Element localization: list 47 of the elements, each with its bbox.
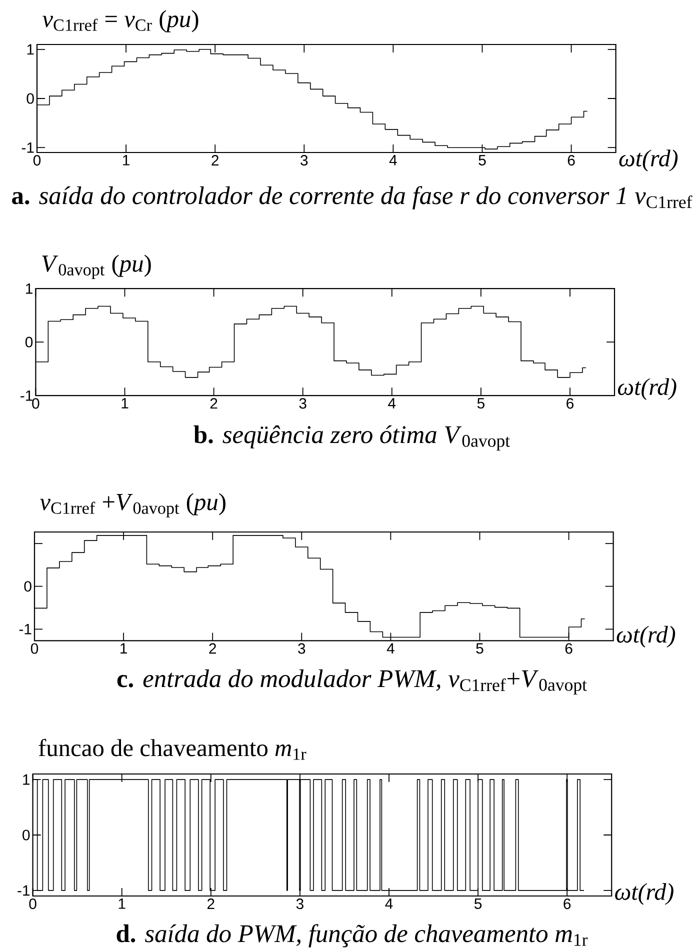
x-tick-label: 1 bbox=[118, 898, 126, 909]
y-tick-label: 0 bbox=[26, 93, 34, 104]
x-tick-label: 2 bbox=[209, 643, 216, 654]
chart-title: v$_{C1rref}$ = v$_{Cr}$ (pu) bbox=[42, 10, 198, 32]
x-tick-label: 6 bbox=[566, 398, 574, 409]
x-tick-label: 1 bbox=[120, 643, 127, 654]
x-tick-label: 4 bbox=[385, 898, 393, 909]
y-tick-label: 1 bbox=[27, 44, 34, 55]
x-tick-label: 3 bbox=[300, 155, 308, 166]
y-tick-label: -1 bbox=[20, 390, 32, 401]
x-tick-label: 5 bbox=[476, 643, 484, 654]
x-axis-title: ωt(rd) bbox=[616, 626, 676, 648]
chart-title: v$_{C1rref}$ +V$_{0avopt}$ (pu) bbox=[40, 493, 226, 518]
x-tick-label: 2 bbox=[210, 398, 218, 409]
y-tick-label: -1 bbox=[18, 885, 30, 896]
x-axis-title: ωt(rd) bbox=[618, 378, 676, 400]
x-tick-label: 1 bbox=[122, 398, 128, 408]
x-tick-label: 1 bbox=[123, 155, 130, 166]
x-tick-label: 3 bbox=[298, 643, 306, 654]
y-tick-label: 1 bbox=[23, 774, 30, 785]
x-tick-label: 4 bbox=[386, 643, 394, 654]
y-tick-label: 0 bbox=[25, 336, 33, 348]
text: d. saída do PWM, função de chaveamento m$_{1r}$ bbox=[116, 924, 588, 948]
x-tick-label: 3 bbox=[299, 398, 306, 409]
x-tick-label: 5 bbox=[477, 398, 484, 409]
x-tick-label: 3 bbox=[296, 898, 304, 910]
chart-title: V$_{0avopt}$ (pu) bbox=[42, 254, 151, 279]
y-tick-label: -1 bbox=[19, 624, 32, 634]
text: b. seqüência zero ótima V$_{0avopt}$ bbox=[194, 425, 510, 451]
x-tick-label: 2 bbox=[212, 155, 218, 166]
x-axis-title: ωt(rd) bbox=[619, 150, 678, 172]
x-tick-label: 6 bbox=[565, 643, 572, 654]
y-tick-label: -1 bbox=[22, 142, 34, 153]
x-tick-label: 6 bbox=[568, 155, 575, 166]
y-tick-label: 0 bbox=[22, 830, 30, 840]
text: c. entrada do modulador PWM, v$_{C1rref}$+V$_{0avopt}$ bbox=[117, 669, 587, 695]
y-tick-label: 1 bbox=[26, 283, 32, 294]
text: a. saída do controlador de corrente da fase r do conversor 1 v$_{C1rref}$ bbox=[12, 186, 692, 210]
x-tick-label: 2 bbox=[207, 898, 214, 909]
x-tick-label: 6 bbox=[564, 898, 571, 910]
x-tick-label: 5 bbox=[478, 155, 486, 166]
x-tick-label: 4 bbox=[388, 398, 396, 408]
x-axis-title: ωt(rd) bbox=[615, 883, 674, 905]
x-tick-label: 4 bbox=[389, 155, 397, 166]
x-tick-label: 5 bbox=[474, 898, 482, 909]
y-tick-label: 0 bbox=[24, 581, 32, 592]
chart-title: funcao de chaveamento m$_{1r}$ bbox=[38, 738, 306, 760]
